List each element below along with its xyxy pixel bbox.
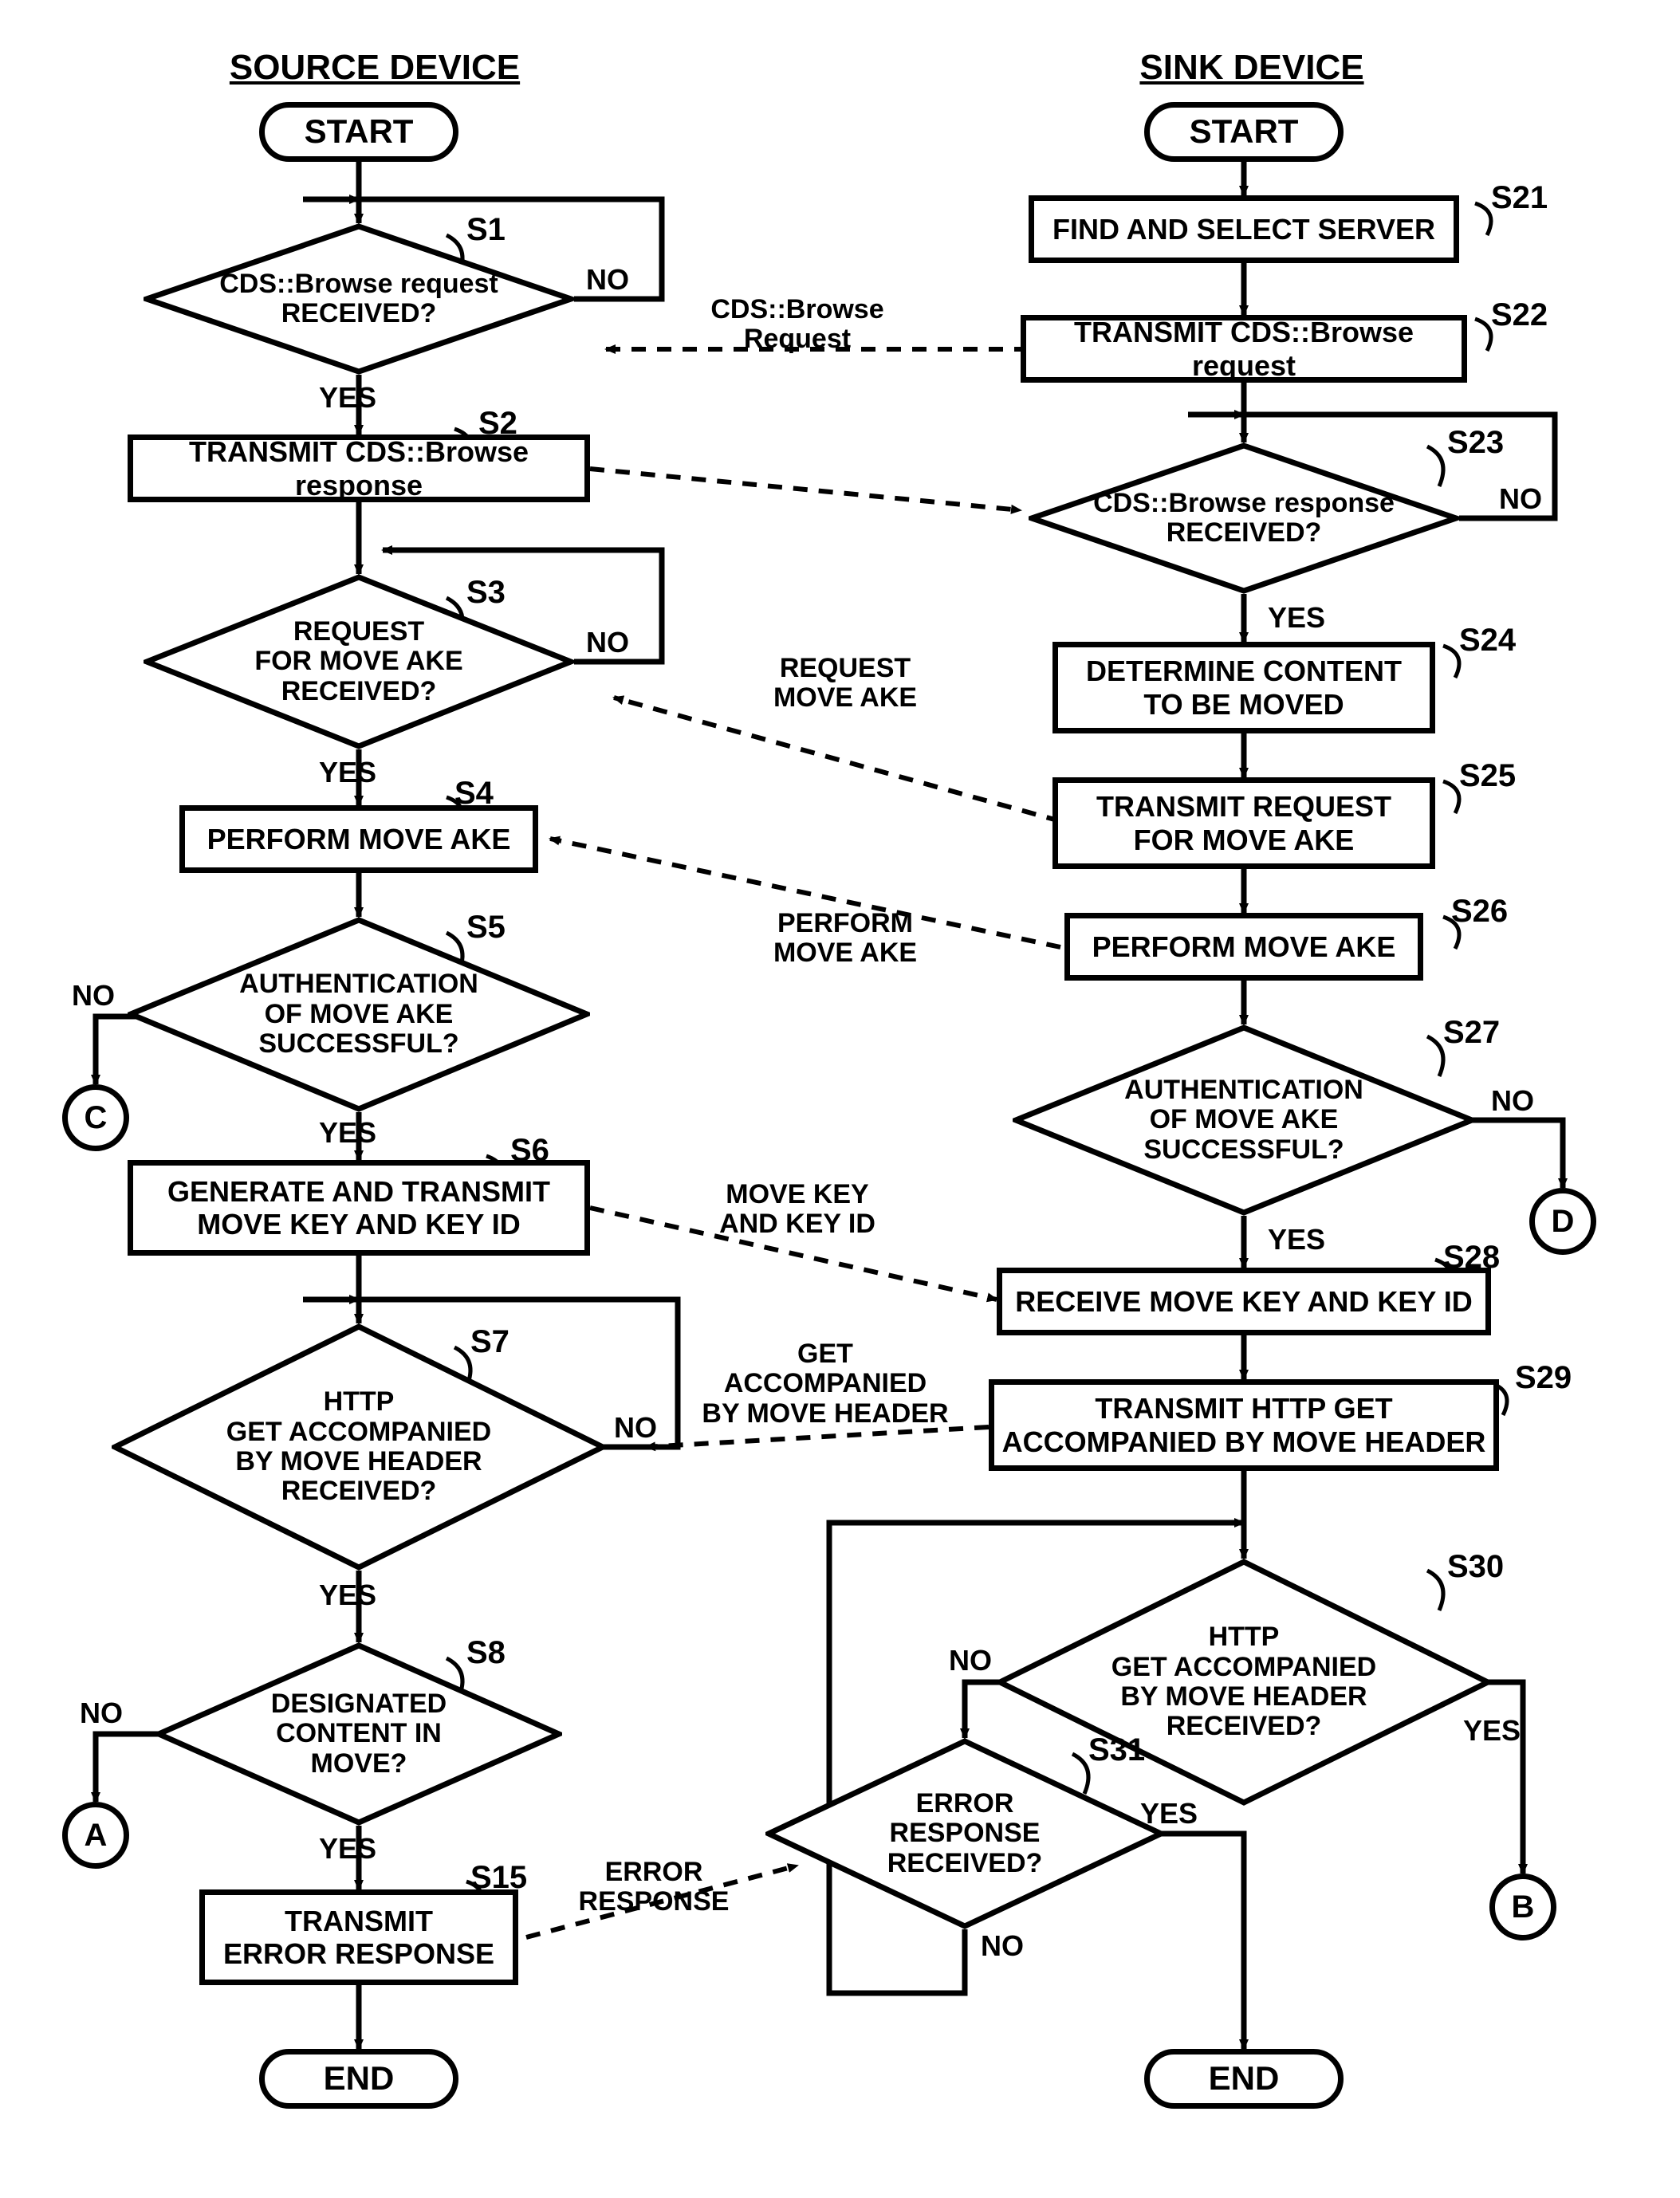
end-sink: END [1144,2049,1344,2109]
label-s2: S2 [478,405,517,442]
label-s31: S31 [1088,1732,1145,1768]
decision-s27: AUTHENTICATIONOF MOVE AKESUCCESSFUL? [1013,1024,1475,1216]
end-source: END [259,2049,458,2109]
decision-s23-text: CDS::Browse responseRECEIVED? [1029,442,1459,594]
process-s29: TRANSMIT HTTP GETACCOMPANIED BY MOVE HEA… [989,1379,1499,1471]
label-s27: S27 [1443,1014,1500,1051]
decision-s5-text: AUTHENTICATIONOF MOVE AKESUCCESSFUL? [128,917,590,1112]
process-s6: GENERATE AND TRANSMITMOVE KEY AND KEY ID [128,1160,590,1256]
decision-s27-text: AUTHENTICATIONOF MOVE AKESUCCESSFUL? [1013,1024,1475,1216]
decision-s23: CDS::Browse responseRECEIVED? [1029,442,1459,594]
label-s1: S1 [466,211,506,248]
s8-yes: YES [319,1832,376,1865]
label-s6: S6 [510,1132,549,1169]
s31-yes: YES [1140,1797,1198,1830]
decision-s1: CDS::Browse requestRECEIVED? [144,223,574,375]
label-s25: S25 [1459,757,1516,794]
decision-s7: HTTPGET ACCOMPANIEDBY MOVE HEADERRECEIVE… [112,1323,606,1571]
msg-error-response: ERRORRESPONSE [562,1858,746,1917]
label-s7: S7 [470,1323,510,1360]
decision-s1-text: CDS::Browse requestRECEIVED? [144,223,574,375]
process-s21: FIND AND SELECT SERVER [1029,195,1459,263]
heading-source: SOURCE DEVICE [207,48,542,88]
process-s2: TRANSMIT CDS::Browse response [128,434,590,502]
label-s22: S22 [1491,297,1548,333]
s30-no: NO [949,1644,992,1677]
label-s24: S24 [1459,622,1516,659]
msg-request-move-ake: REQUESTMOVE AKE [750,654,941,714]
msg-perform-move-ake: PERFORMMOVE AKE [750,909,941,969]
connector-a: A [62,1802,129,1869]
label-s3: S3 [466,574,506,611]
label-s29: S29 [1515,1359,1572,1396]
s30-yes: YES [1463,1714,1521,1747]
s27-no: NO [1491,1084,1534,1117]
decision-s5: AUTHENTICATIONOF MOVE AKESUCCESSFUL? [128,917,590,1112]
label-s4: S4 [454,775,494,812]
s1-no: NO [586,263,629,296]
label-s21: S21 [1491,179,1548,216]
s7-no: NO [614,1411,657,1444]
flowchart-canvas: SOURCE DEVICE SINK DEVICE START END STAR… [0,0,1680,2198]
start-source: START [259,102,458,162]
decision-s7-text: HTTPGET ACCOMPANIEDBY MOVE HEADERRECEIVE… [112,1323,606,1571]
connector-d: D [1529,1188,1596,1255]
label-s23: S23 [1447,424,1504,461]
label-s28: S28 [1443,1239,1500,1276]
s5-no: NO [72,979,115,1012]
s27-yes: YES [1268,1223,1325,1256]
s23-no: NO [1499,482,1542,515]
s3-no: NO [586,626,629,659]
label-s30: S30 [1447,1548,1504,1585]
connector-b: B [1489,1874,1556,1940]
msg-get-move-header: GETACCOMPANIEDBY MOVE HEADER [694,1339,957,1429]
start-sink: START [1144,102,1344,162]
s1-yes: YES [319,381,376,414]
s23-yes: YES [1268,601,1325,634]
label-s26: S26 [1451,893,1508,930]
decision-s3-text: REQUESTFOR MOVE AKERECEIVED? [144,574,574,749]
decision-s3: REQUESTFOR MOVE AKERECEIVED? [144,574,574,749]
process-s24: DETERMINE CONTENTTO BE MOVED [1052,642,1435,733]
msg-move-key-id: MOVE KEYAND KEY ID [694,1180,901,1240]
process-s22: TRANSMIT CDS::Browse request [1021,315,1467,383]
msg-cds-browse-req: CDS::BrowseRequest [694,295,901,355]
label-s15: S15 [470,1859,527,1896]
s8-no: NO [80,1697,123,1729]
process-s28: RECEIVE MOVE KEY AND KEY ID [997,1268,1491,1335]
s3-yes: YES [319,756,376,788]
heading-sink: SINK DEVICE [1084,48,1419,88]
label-s5: S5 [466,909,506,946]
s31-no: NO [981,1929,1024,1962]
process-s25: TRANSMIT REQUESTFOR MOVE AKE [1052,777,1435,869]
process-s4: PERFORM MOVE AKE [179,805,538,873]
label-s8: S8 [466,1634,506,1671]
process-s26: PERFORM MOVE AKE [1064,913,1423,981]
s5-yes: YES [319,1116,376,1149]
process-s15: TRANSMITERROR RESPONSE [199,1889,518,1985]
s7-yes: YES [319,1579,376,1611]
connector-c: C [62,1084,129,1151]
